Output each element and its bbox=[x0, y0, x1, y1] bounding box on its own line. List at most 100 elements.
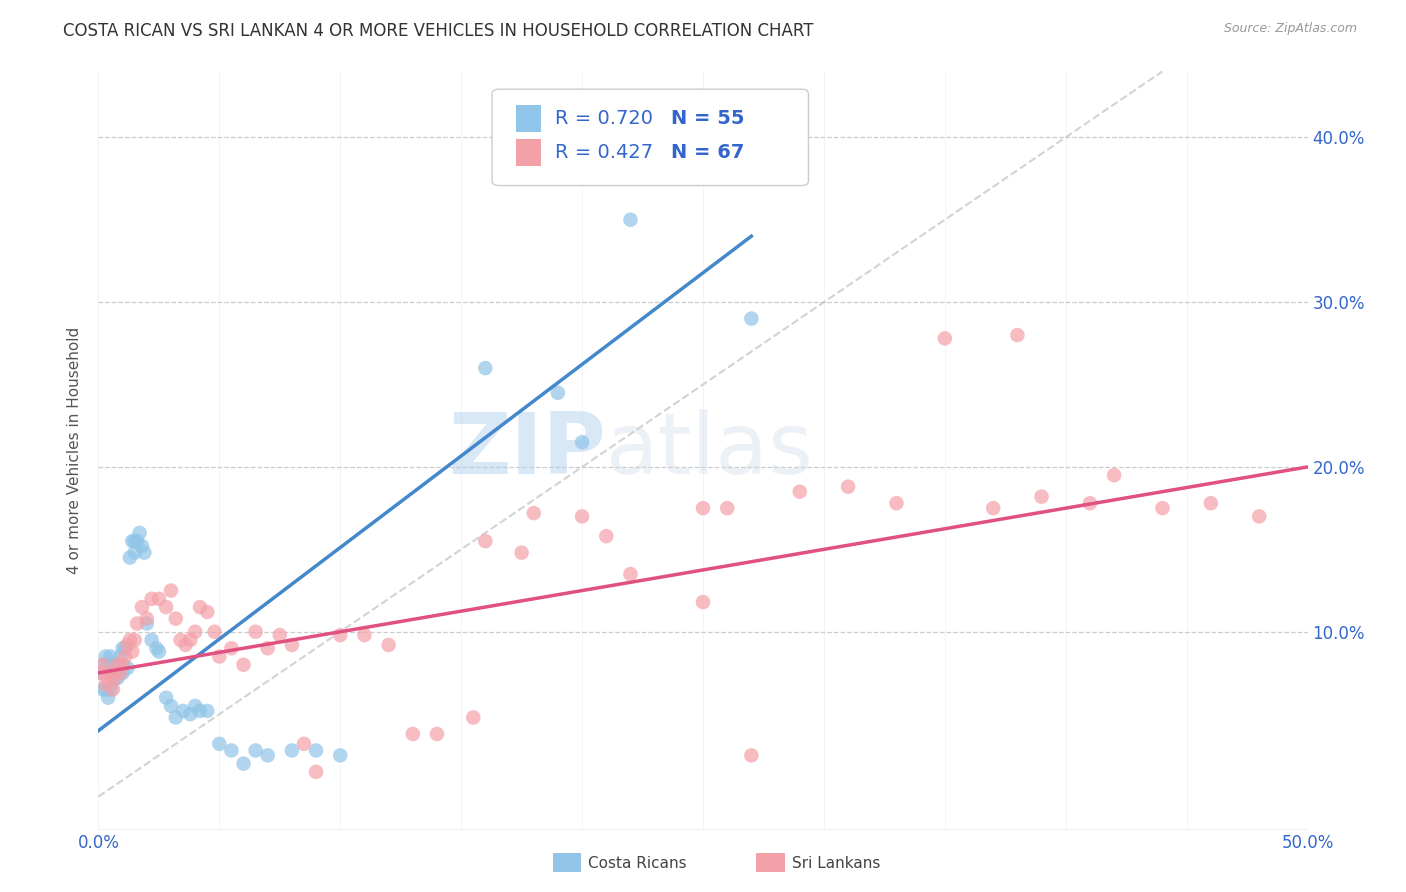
Point bbox=[117, 638, 139, 652]
Point bbox=[402, 727, 425, 741]
Point bbox=[740, 748, 762, 763]
Point bbox=[108, 649, 131, 664]
Point bbox=[292, 737, 315, 751]
Point bbox=[104, 665, 127, 680]
Point bbox=[127, 616, 149, 631]
Point bbox=[90, 665, 112, 680]
Point bbox=[101, 665, 124, 680]
Point bbox=[245, 624, 267, 639]
Point bbox=[97, 671, 120, 685]
Point bbox=[107, 657, 129, 672]
Point bbox=[232, 657, 254, 672]
Point bbox=[100, 665, 122, 680]
Point bbox=[155, 600, 177, 615]
Point bbox=[107, 671, 129, 685]
Point bbox=[305, 764, 328, 779]
Point bbox=[148, 591, 170, 606]
Point bbox=[134, 546, 156, 560]
Text: atlas: atlas bbox=[606, 409, 814, 492]
Point bbox=[474, 534, 496, 549]
Point bbox=[160, 583, 183, 598]
Point bbox=[934, 331, 956, 345]
Point bbox=[1249, 509, 1271, 524]
Point bbox=[474, 361, 496, 376]
Point bbox=[195, 704, 218, 718]
Point bbox=[94, 649, 117, 664]
Point bbox=[141, 633, 163, 648]
Point bbox=[837, 480, 859, 494]
Point bbox=[90, 665, 112, 680]
Point bbox=[619, 567, 641, 582]
Text: COSTA RICAN VS SRI LANKAN 4 OR MORE VEHICLES IN HOUSEHOLD CORRELATION CHART: COSTA RICAN VS SRI LANKAN 4 OR MORE VEHI… bbox=[63, 22, 814, 40]
Point bbox=[131, 539, 153, 553]
Point bbox=[221, 641, 243, 656]
Point bbox=[111, 665, 134, 680]
Point bbox=[179, 633, 201, 648]
Point bbox=[165, 710, 187, 724]
Point bbox=[104, 671, 127, 685]
Point bbox=[121, 534, 143, 549]
Point bbox=[188, 600, 211, 615]
Point bbox=[305, 743, 328, 757]
Point bbox=[329, 748, 352, 763]
Point bbox=[117, 661, 139, 675]
Point bbox=[148, 644, 170, 658]
Point bbox=[426, 727, 449, 741]
Text: Costa Ricans: Costa Ricans bbox=[588, 856, 686, 871]
Point bbox=[619, 212, 641, 227]
Point bbox=[208, 649, 231, 664]
Point bbox=[118, 633, 141, 648]
Point bbox=[692, 501, 714, 516]
Y-axis label: 4 or more Vehicles in Household: 4 or more Vehicles in Household bbox=[67, 326, 83, 574]
Point bbox=[221, 743, 243, 757]
Point bbox=[716, 501, 738, 516]
Point bbox=[118, 550, 141, 565]
Point bbox=[124, 546, 146, 560]
Text: Source: ZipAtlas.com: Source: ZipAtlas.com bbox=[1223, 22, 1357, 36]
Text: R = 0.720: R = 0.720 bbox=[555, 109, 654, 128]
Point bbox=[101, 682, 124, 697]
Point bbox=[510, 546, 533, 560]
Point bbox=[111, 641, 134, 656]
Point bbox=[114, 641, 136, 656]
Point bbox=[101, 674, 124, 689]
Point bbox=[111, 657, 134, 672]
Point bbox=[91, 682, 114, 697]
Point bbox=[100, 649, 122, 664]
Point bbox=[571, 435, 593, 450]
Point bbox=[1031, 490, 1053, 504]
Point bbox=[128, 525, 150, 540]
Point bbox=[1152, 501, 1174, 516]
Point bbox=[145, 641, 167, 656]
Point bbox=[547, 385, 569, 400]
Point bbox=[523, 506, 546, 520]
Text: Sri Lankans: Sri Lankans bbox=[792, 856, 880, 871]
Point bbox=[269, 628, 291, 642]
Point bbox=[232, 756, 254, 771]
Point bbox=[195, 605, 218, 619]
Text: N = 55: N = 55 bbox=[671, 109, 744, 128]
Point bbox=[124, 633, 146, 648]
Point bbox=[1007, 328, 1029, 343]
Point bbox=[692, 595, 714, 609]
Point bbox=[94, 682, 117, 697]
Point bbox=[172, 704, 194, 718]
Point bbox=[135, 611, 157, 625]
Point bbox=[121, 644, 143, 658]
Point bbox=[463, 710, 485, 724]
Point bbox=[114, 649, 136, 664]
Point bbox=[1078, 496, 1101, 510]
Point bbox=[1102, 468, 1125, 483]
Point bbox=[204, 624, 226, 639]
Point bbox=[886, 496, 908, 510]
Point bbox=[165, 611, 187, 625]
Point bbox=[104, 657, 127, 672]
Point bbox=[1199, 496, 1222, 510]
Text: R = 0.427: R = 0.427 bbox=[555, 143, 654, 162]
Point bbox=[111, 657, 134, 672]
Point bbox=[97, 690, 120, 705]
Point bbox=[160, 698, 183, 713]
Point bbox=[91, 657, 114, 672]
Point bbox=[127, 534, 149, 549]
Point bbox=[740, 311, 762, 326]
